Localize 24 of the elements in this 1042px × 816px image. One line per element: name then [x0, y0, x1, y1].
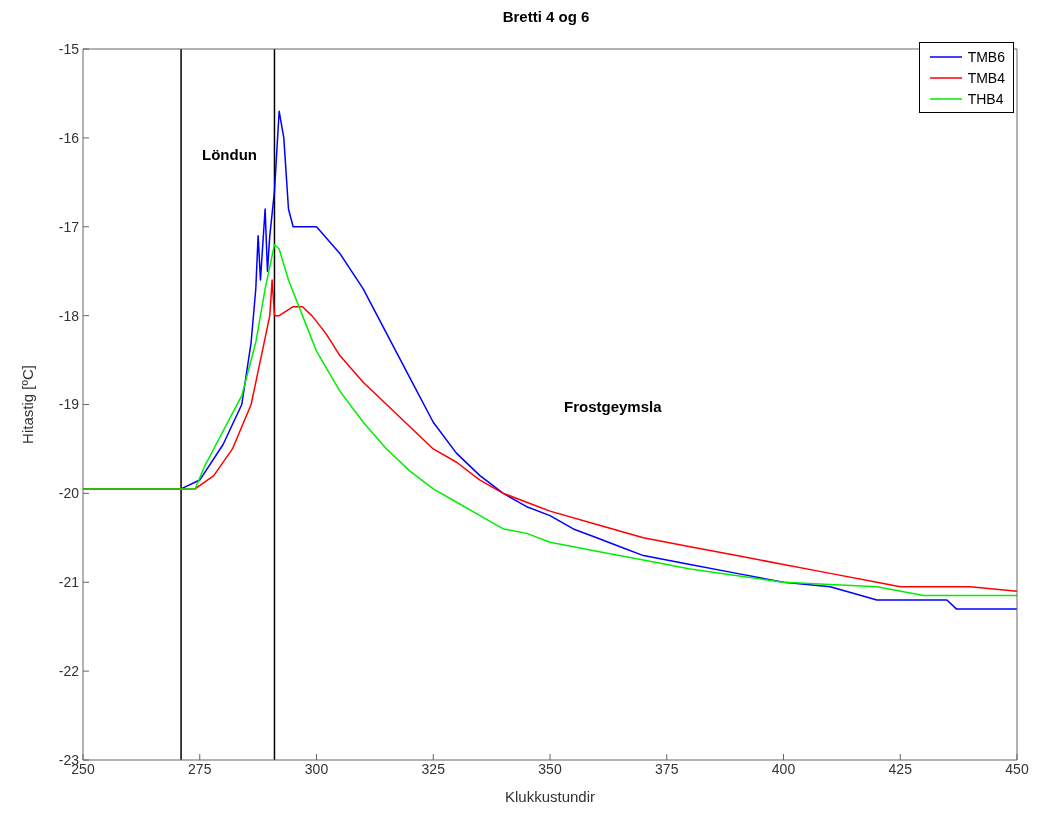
y-tick-label: -17: [58, 218, 80, 235]
legend-label: THB4: [967, 90, 1004, 107]
legend-label: TMB6: [967, 48, 1005, 65]
y-tick-label: -22: [58, 663, 80, 680]
x-tick-label: 350: [538, 760, 562, 777]
x-tick-label: 425: [888, 760, 913, 777]
y-tick-label: -16: [58, 129, 80, 146]
annotation: Löndun: [202, 146, 257, 163]
x-tick-label: 400: [771, 760, 796, 777]
y-tick-label: -15: [58, 40, 80, 57]
chart-title: Bretti 4 og 6: [501, 8, 591, 27]
x-tick-label: 325: [421, 760, 446, 777]
x-tick-label: 300: [304, 760, 329, 777]
x-tick-label: 275: [188, 760, 212, 777]
annotation: Frostgeymsla: [564, 398, 662, 415]
legend-label: TMB4: [967, 69, 1005, 86]
y-axis-title: Hitastig [ºC]: [19, 365, 37, 444]
x-tick-label: 375: [655, 760, 679, 777]
y-tick-label: -21: [58, 574, 80, 591]
y-tick-label: -20: [58, 485, 80, 502]
y-tick-label: -19: [58, 396, 80, 413]
x-tick-label: 450: [1005, 760, 1029, 777]
y-tick-label: -18: [58, 307, 80, 324]
x-axis-title: Klukkustundir: [504, 788, 596, 805]
